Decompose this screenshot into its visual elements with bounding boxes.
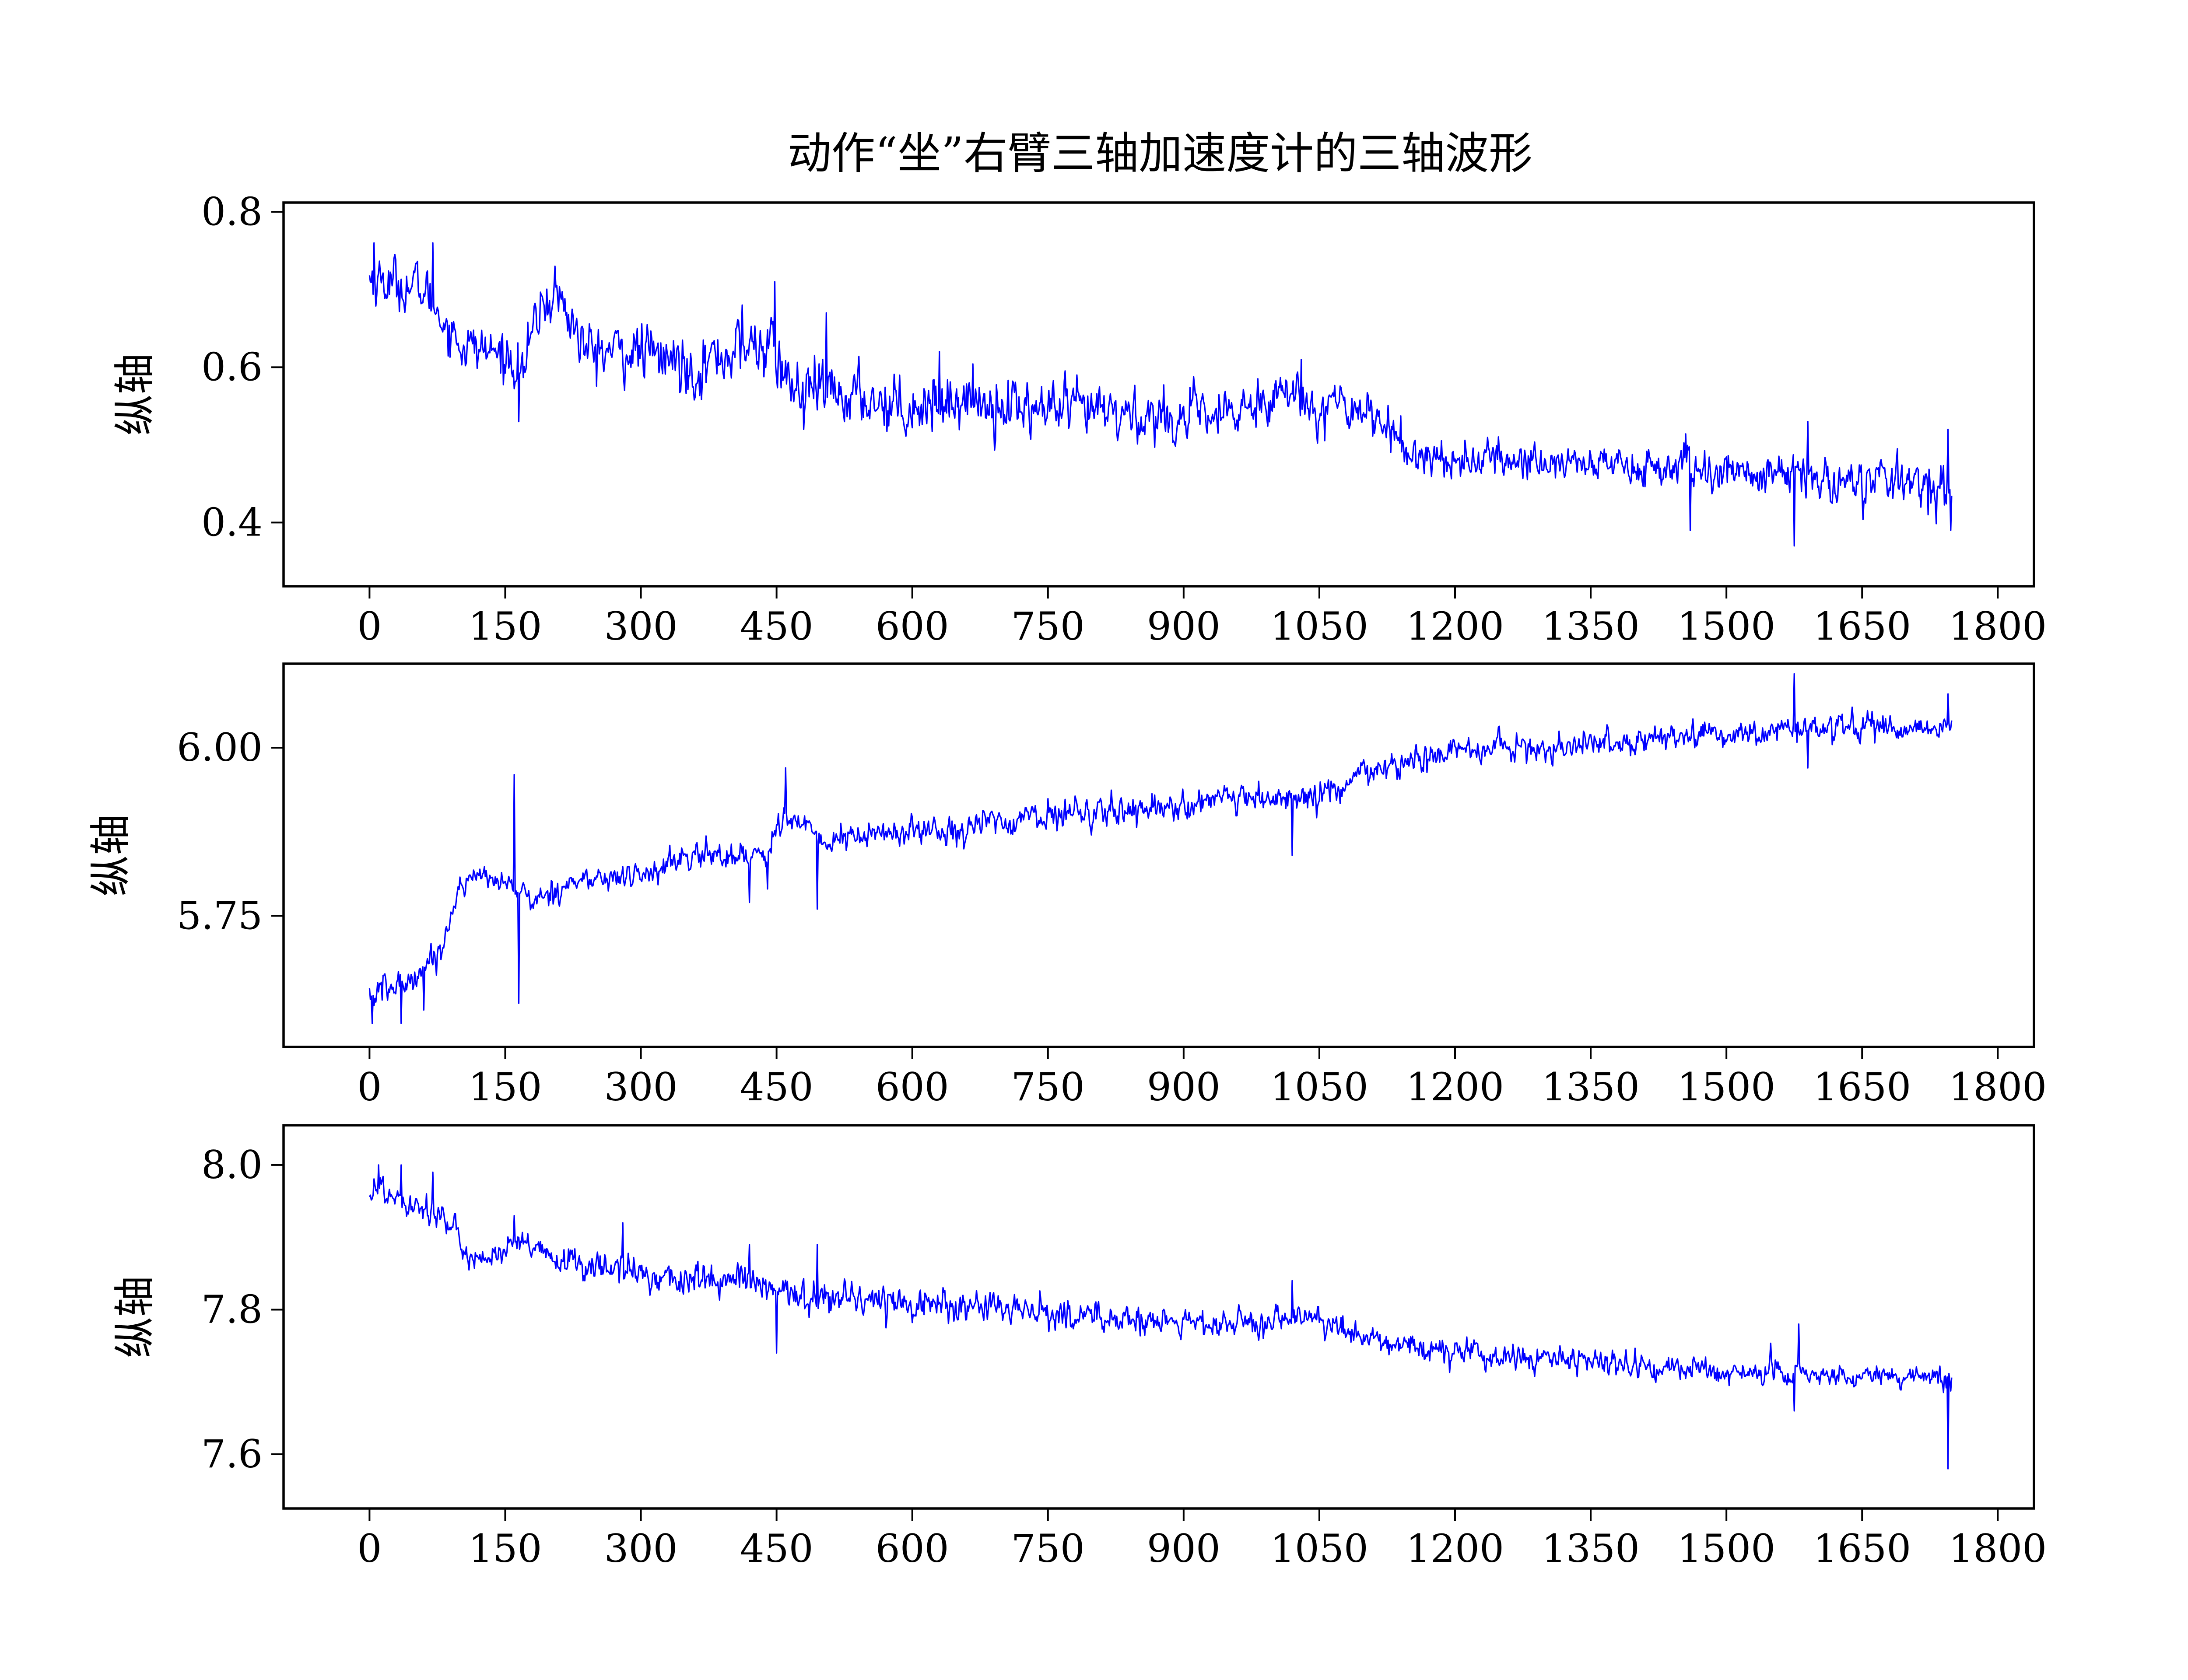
- x-tick-label: 1050: [1270, 1526, 1368, 1571]
- x-tick-label: 0: [357, 604, 382, 649]
- y-tick-label: 0.8: [201, 189, 263, 234]
- series-line: [368, 1164, 1953, 1470]
- x-tick-label: 1200: [1406, 1526, 1504, 1571]
- x-tick-label: 600: [876, 1526, 949, 1571]
- chart-title: 动作“坐”右臂三轴加速度计的三轴波形: [788, 128, 1532, 179]
- x-tick-label: 1800: [1949, 1064, 2047, 1110]
- x-tick-label: 1350: [1542, 1064, 1640, 1110]
- x-tick-label: 450: [740, 1064, 813, 1110]
- x-tick-label: 1200: [1406, 1064, 1504, 1110]
- subplot-1: 0 150 300 450 600 750 900 1050 1200 1350 1500 1650 1…: [111, 189, 2047, 649]
- x-tick-label: 1350: [1542, 1526, 1640, 1571]
- y-axis-label: 纵轴: [87, 814, 135, 896]
- x-tick-label: 300: [604, 1064, 678, 1110]
- x-tick-label: 750: [1011, 604, 1085, 649]
- x-tick-label: 750: [1011, 1064, 1085, 1110]
- x-tick-label: 1800: [1949, 1526, 2047, 1571]
- x-tick-label: 1650: [1813, 1526, 1911, 1571]
- series-line: [368, 673, 1953, 1024]
- subplot-3: 0 150 300 450 600 750 900 1050 1200 1350 1500 1650 1…: [111, 1124, 2047, 1571]
- axes-frame: [282, 1124, 2035, 1510]
- x-tick-label: 1050: [1270, 1064, 1368, 1110]
- x-tick-label: 300: [604, 604, 678, 649]
- y-axis-label: 纵轴: [111, 353, 159, 435]
- axes-frame: [282, 201, 2035, 588]
- x-tick-label: 150: [468, 1064, 542, 1110]
- x-tick-label: 900: [1147, 1526, 1220, 1571]
- x-tick-label: 1650: [1813, 604, 1911, 649]
- y-axis-label: 纵轴: [111, 1276, 159, 1358]
- x-tick-label: 750: [1011, 1526, 1085, 1571]
- x-tick-label: 0: [357, 1526, 382, 1571]
- x-tick-label: 1050: [1270, 604, 1368, 649]
- x-tick-label: 1500: [1677, 1064, 1775, 1110]
- y-tick-label: 7.8: [201, 1287, 263, 1332]
- x-tick-label: 450: [740, 604, 813, 649]
- y-tick-label: 6.00: [177, 725, 263, 770]
- x-tick-label: 900: [1147, 1064, 1220, 1110]
- x-tick-label: 1200: [1406, 604, 1504, 649]
- x-tick-label: 600: [876, 604, 949, 649]
- x-tick-label: 600: [876, 1064, 949, 1110]
- x-tick-label: 1500: [1677, 604, 1775, 649]
- x-tick-label: 300: [604, 1526, 678, 1571]
- x-tick-label: 450: [740, 1526, 813, 1571]
- y-tick-label: 5.75: [177, 893, 263, 938]
- y-tick-label: 0.4: [201, 500, 263, 545]
- x-tick-label: 900: [1147, 604, 1220, 649]
- series-line: [368, 242, 1953, 547]
- x-tick-label: 150: [468, 604, 542, 649]
- x-tick-label: 1500: [1677, 1526, 1775, 1571]
- y-tick-label: 7.6: [201, 1432, 263, 1477]
- y-tick-label: 8.0: [201, 1142, 263, 1187]
- axes-frame: [282, 662, 2035, 1048]
- x-tick-label: 1350: [1542, 604, 1640, 649]
- subplot-2: 0 150 300 450 600 750 900 1050 1200 1350 1500 1650 1…: [87, 662, 2047, 1110]
- x-tick-label: 1800: [1949, 604, 2047, 649]
- x-tick-label: 1650: [1813, 1064, 1911, 1110]
- y-tick-label: 0.6: [201, 344, 263, 389]
- x-tick-label: 150: [468, 1526, 542, 1571]
- x-tick-label: 0: [357, 1064, 382, 1110]
